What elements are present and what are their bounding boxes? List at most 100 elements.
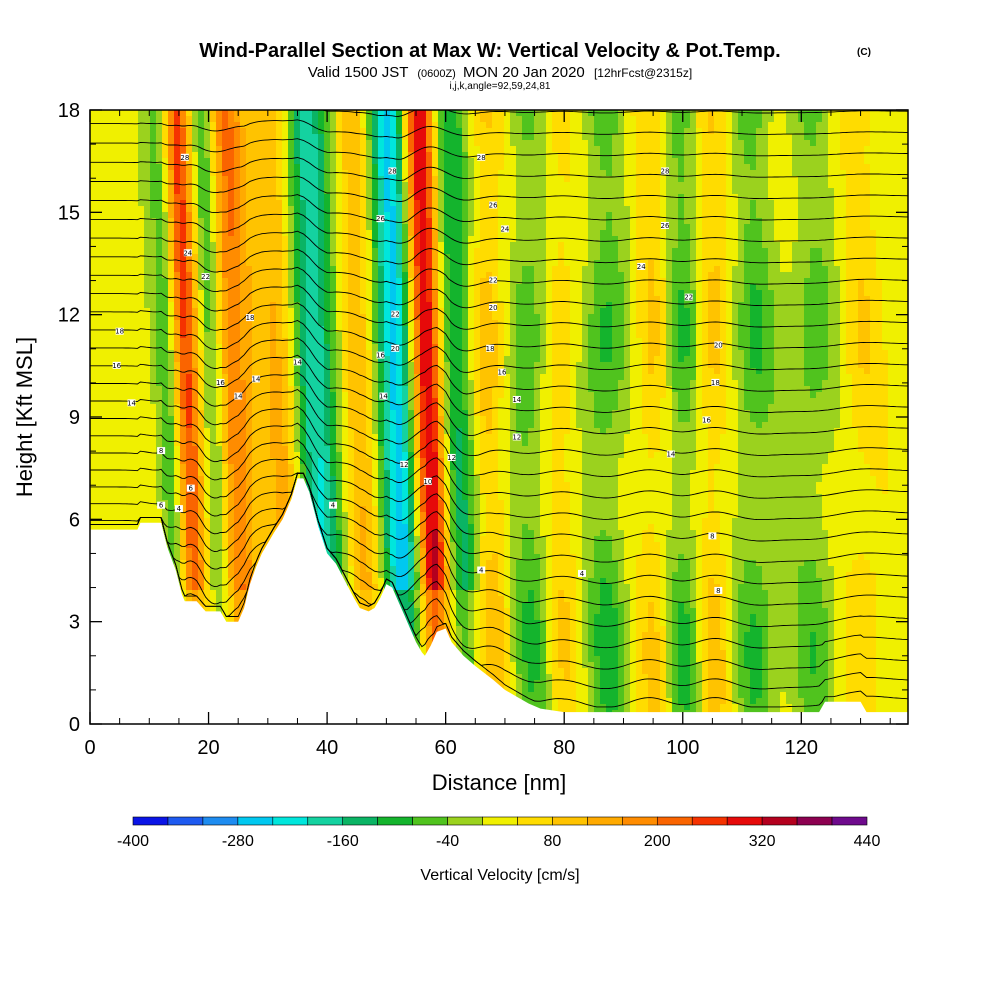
field-cell [348,260,355,267]
field-cell [612,128,619,135]
field-cell [150,248,157,255]
field-cell [186,296,193,303]
field-cell [462,158,469,165]
field-cell [582,314,589,321]
field-cell [528,224,535,231]
field-cell [138,116,145,123]
field-cell [306,314,313,321]
field-cell [780,122,787,129]
field-cell [420,176,427,183]
field-cell [204,200,211,207]
field-cell [906,254,908,261]
field-cell [456,176,463,183]
field-cell [828,188,835,195]
field-cell [762,176,769,183]
field-cell [504,308,511,315]
field-cell [120,170,127,177]
field-cell [156,314,163,321]
field-cell [822,314,829,321]
field-cell [114,152,121,159]
field-cell [732,212,739,219]
field-cell [606,242,613,249]
field-cell [876,302,883,309]
field-cell [900,242,907,249]
field-cell [708,176,715,183]
field-cell [804,320,811,327]
field-cell [714,140,721,147]
field-cell [336,110,343,117]
field-cell [792,164,799,171]
field-cell [426,188,433,195]
field-cell [450,284,457,291]
field-cell [546,176,553,183]
field-cell [342,272,349,279]
field-cell [528,218,535,225]
field-cell [204,230,211,237]
field-cell [474,194,481,201]
field-cell [576,152,583,159]
field-cell [522,278,529,285]
field-cell [672,170,679,177]
field-cell [810,200,817,207]
field-cell [120,122,127,129]
field-cell [558,212,565,219]
field-cell [258,266,265,273]
field-cell [96,176,103,183]
field-cell [96,164,103,171]
field-cell [798,296,805,303]
field-cell [660,128,667,135]
field-cell [852,284,859,291]
field-cell [180,248,187,255]
field-cell [108,134,115,141]
field-cell [372,248,379,255]
field-cell [432,188,439,195]
field-cell [816,170,823,177]
field-cell [618,260,625,267]
field-cell [564,224,571,231]
field-cell [402,200,409,207]
field-cell [270,158,277,165]
field-cell [282,122,289,129]
field-cell [132,302,139,309]
field-cell [492,170,499,177]
field-cell [216,158,223,165]
field-cell [102,188,109,195]
field-cell [672,116,679,123]
field-cell [162,224,169,231]
field-cell [306,284,313,291]
field-cell [384,254,391,261]
field-cell [480,116,487,123]
field-cell [234,158,241,165]
field-cell [228,182,235,189]
field-cell [630,164,637,171]
field-cell [888,176,895,183]
field-cell [324,158,331,165]
field-cell [258,314,265,321]
field-cell [174,116,181,123]
field-cell [534,164,541,171]
field-cell [840,278,847,285]
field-cell [780,308,787,315]
field-cell [186,230,193,237]
field-cell [900,212,907,219]
subtitle-date: MON 20 Jan 2020 [463,64,585,81]
field-cell [360,284,367,291]
field-cell [426,110,433,117]
field-cell [108,236,115,243]
field-cell [570,224,577,231]
field-cell [186,284,193,291]
field-cell [810,320,817,327]
field-cell [786,236,793,243]
field-cell [678,296,685,303]
field-cell [192,290,199,297]
field-cell [126,122,133,129]
field-cell [498,272,505,279]
field-cell [612,164,619,171]
field-cell [726,254,733,261]
field-cell [624,212,631,219]
field-cell [882,278,889,285]
field-cell [168,194,175,201]
field-cell [624,320,631,327]
field-cell [618,200,625,207]
field-cell [564,218,571,225]
